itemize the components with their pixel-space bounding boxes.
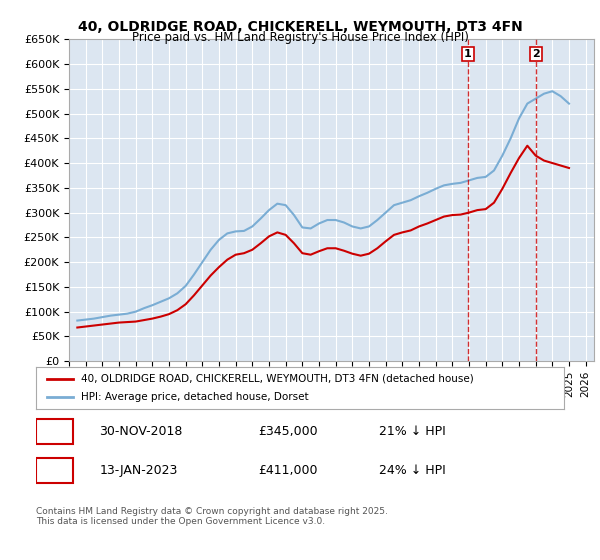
- FancyBboxPatch shape: [36, 458, 73, 483]
- Text: 1: 1: [464, 49, 472, 59]
- Text: HPI: Average price, detached house, Dorset: HPI: Average price, detached house, Dors…: [81, 392, 308, 402]
- Text: 40, OLDRIDGE ROAD, CHICKERELL, WEYMOUTH, DT3 4FN (detached house): 40, OLDRIDGE ROAD, CHICKERELL, WEYMOUTH,…: [81, 374, 473, 384]
- Text: Contains HM Land Registry data © Crown copyright and database right 2025.
This d: Contains HM Land Registry data © Crown c…: [36, 507, 388, 526]
- Text: 30-NOV-2018: 30-NOV-2018: [100, 424, 183, 437]
- Text: 21% ↓ HPI: 21% ↓ HPI: [379, 424, 446, 437]
- Text: 2: 2: [50, 464, 59, 477]
- Text: £411,000: £411,000: [258, 464, 317, 477]
- Text: £345,000: £345,000: [258, 424, 317, 437]
- Text: 1: 1: [50, 424, 59, 437]
- Text: 13-JAN-2023: 13-JAN-2023: [100, 464, 178, 477]
- Text: 2: 2: [532, 49, 540, 59]
- FancyBboxPatch shape: [36, 419, 73, 444]
- Text: 24% ↓ HPI: 24% ↓ HPI: [379, 464, 446, 477]
- Text: 40, OLDRIDGE ROAD, CHICKERELL, WEYMOUTH, DT3 4FN: 40, OLDRIDGE ROAD, CHICKERELL, WEYMOUTH,…: [77, 20, 523, 34]
- Text: Price paid vs. HM Land Registry's House Price Index (HPI): Price paid vs. HM Land Registry's House …: [131, 31, 469, 44]
